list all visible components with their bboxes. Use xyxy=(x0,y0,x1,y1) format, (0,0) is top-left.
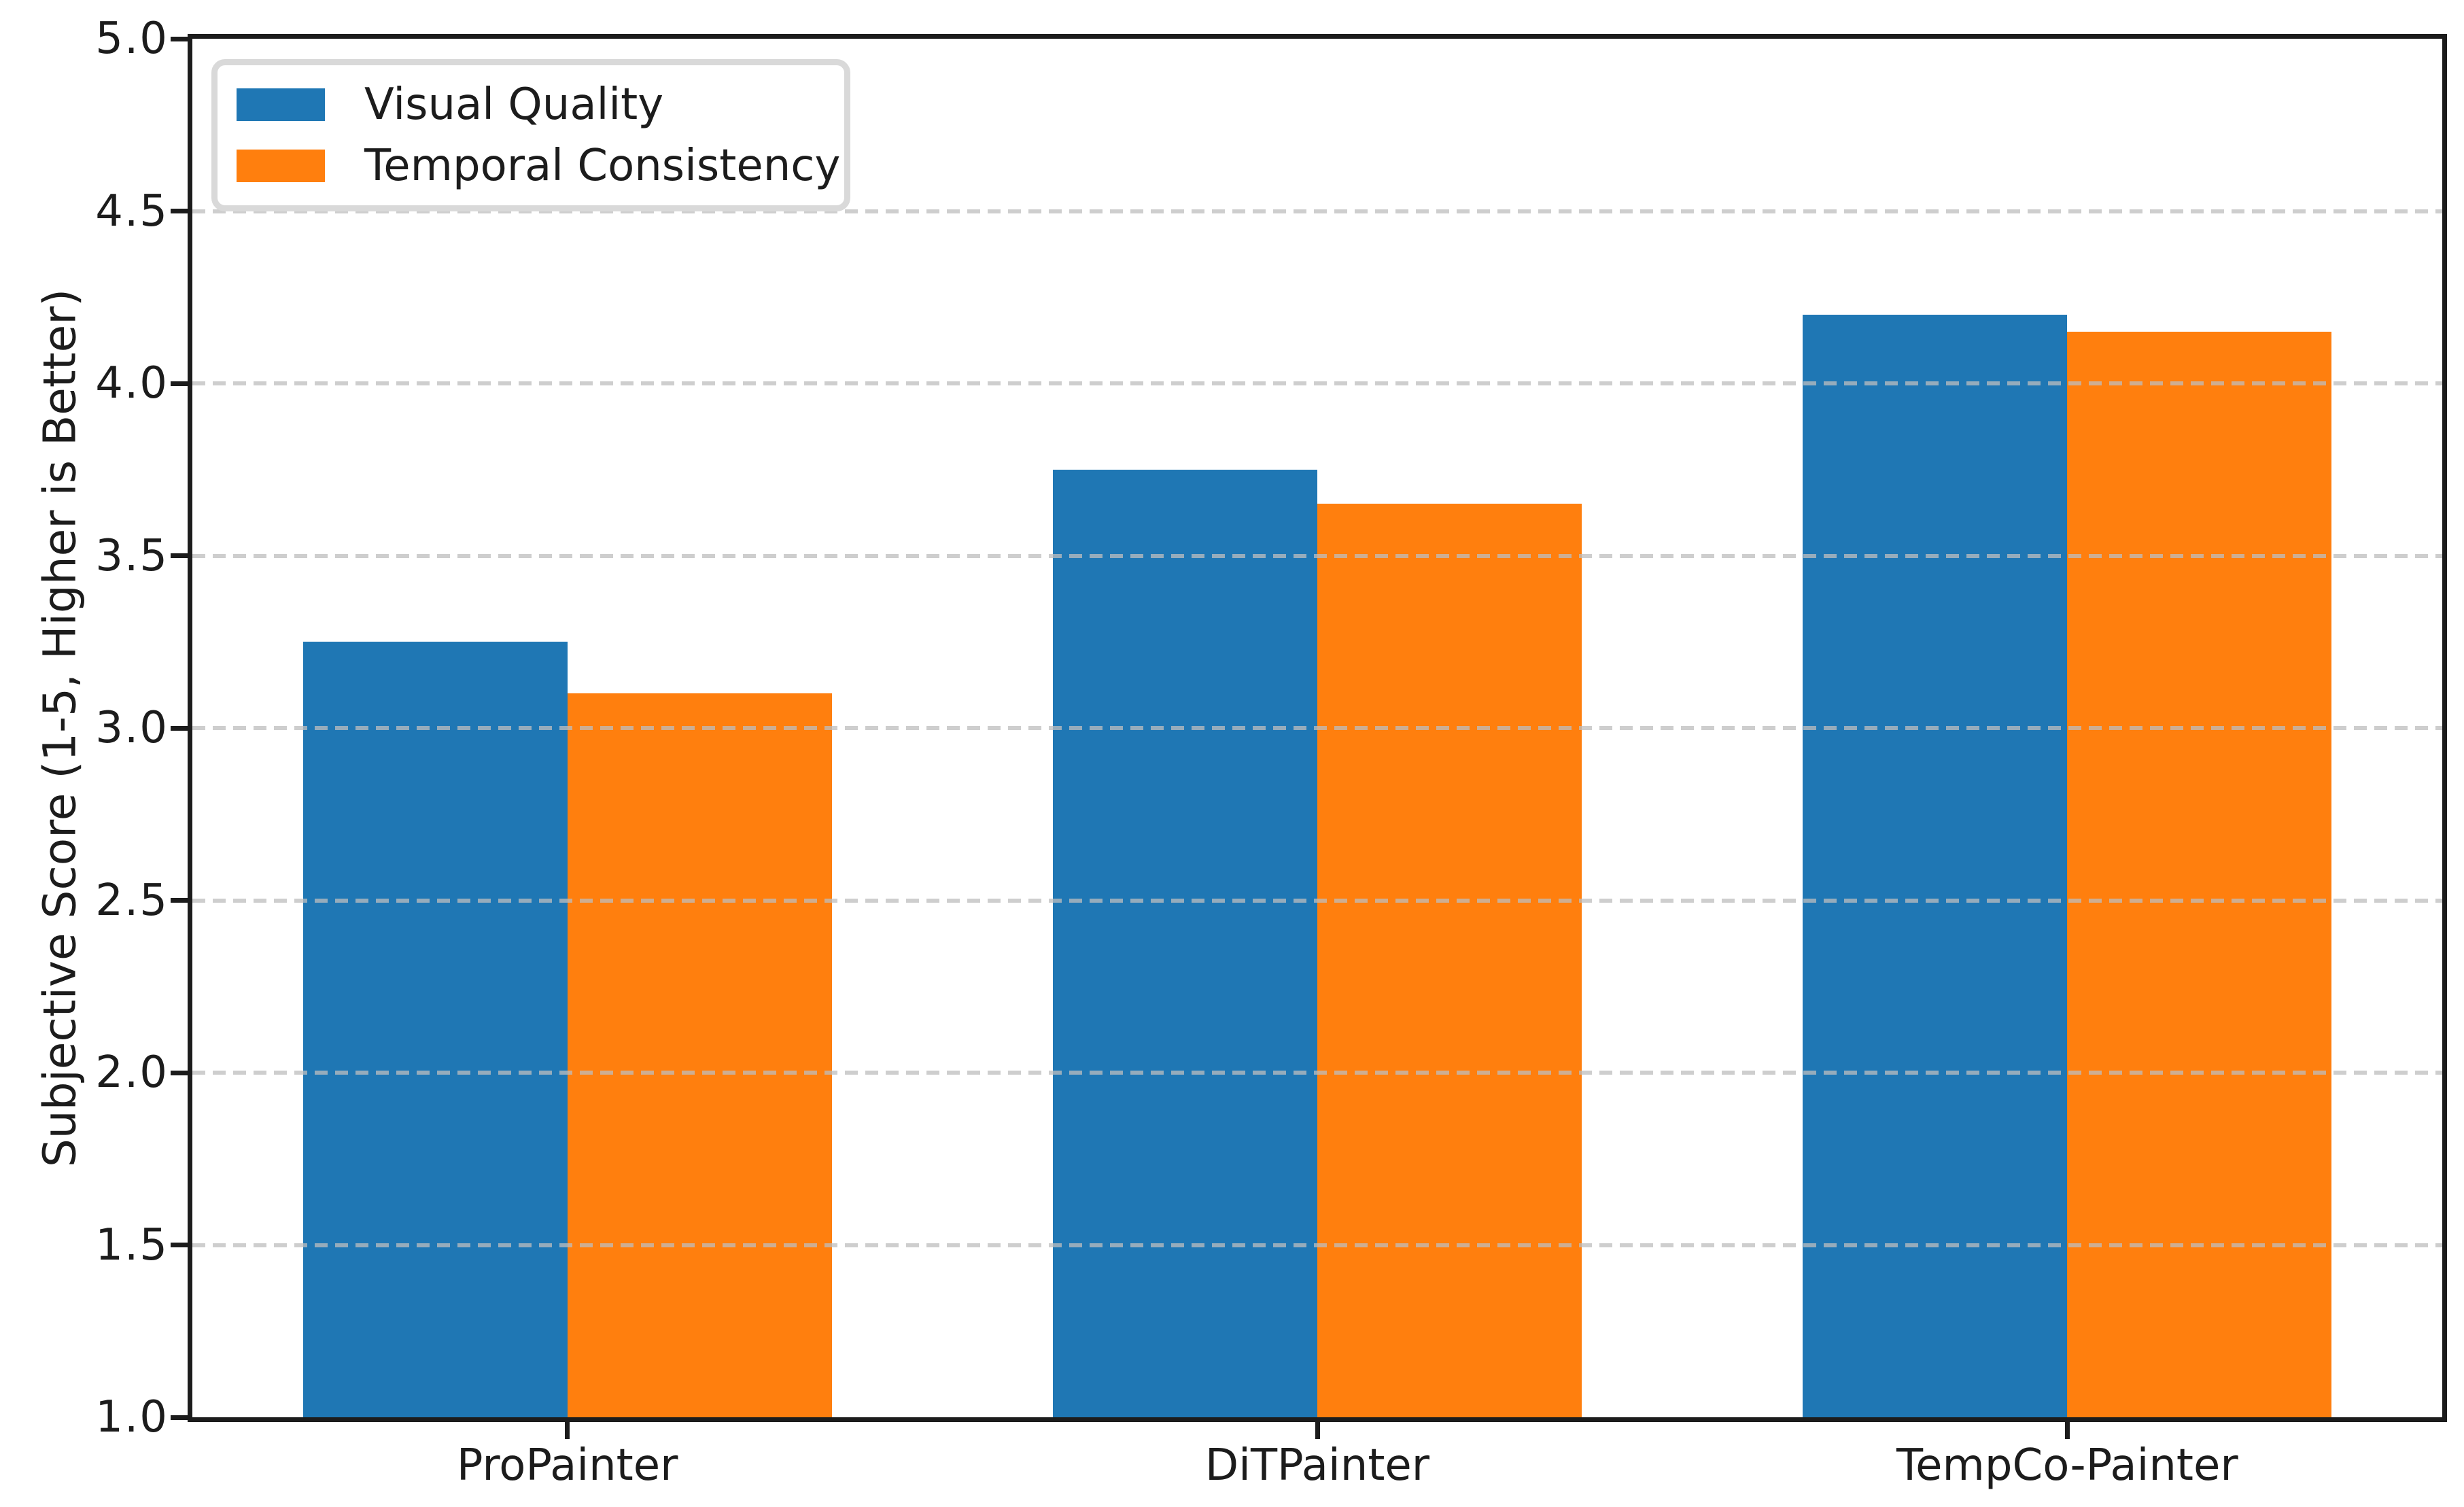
y-tick-mark-1.0 xyxy=(171,1415,188,1420)
y-tick-mark-4.5 xyxy=(171,209,188,213)
bar-temporal-consistency-propainter xyxy=(567,693,832,1417)
y-tick-mark-1.5 xyxy=(171,1243,188,1247)
y-tick-label-1.0: 1.0 xyxy=(95,1392,169,1442)
y-tick-mark-3.5 xyxy=(171,553,188,558)
top-spine xyxy=(188,34,2447,39)
bar-visual-quality-ditpainter xyxy=(1053,469,1317,1417)
legend-box: Visual Quality Temporal Consistency xyxy=(211,59,850,211)
y-tick-mark-4.0 xyxy=(171,381,188,386)
x-tick-label-ditpainter: DiTPainter xyxy=(1204,1440,1430,1491)
y-tick-mark-5.0 xyxy=(171,36,188,41)
y-tick-label-1.5: 1.5 xyxy=(95,1219,169,1270)
bars-layer xyxy=(192,39,2442,1417)
y-tick-label-2.5: 2.5 xyxy=(95,875,169,926)
y-tick-mark-2.0 xyxy=(171,1070,188,1075)
bar-temporal-consistency-ditpainter xyxy=(1317,504,1582,1417)
legend-swatch-visual-quality xyxy=(237,88,325,121)
y-tick-label-2.0: 2.0 xyxy=(95,1047,169,1098)
y-tick-label-4.5: 4.5 xyxy=(95,186,169,237)
bar-temporal-consistency-tempco-painter xyxy=(2067,331,2332,1417)
bar-visual-quality-propainter xyxy=(302,642,568,1417)
bar-visual-quality-tempco-painter xyxy=(1803,314,2068,1417)
y-tick-label-4.0: 4.0 xyxy=(95,358,169,409)
legend-swatch-temporal-consistency xyxy=(237,150,325,182)
y-tick-mark-2.5 xyxy=(171,898,188,903)
y-tick-mark-3.0 xyxy=(171,725,188,731)
legend-label-temporal-consistency: Temporal Consistency xyxy=(364,141,841,191)
y-tick-label-3.5: 3.5 xyxy=(95,530,169,581)
x-tick-mark-propainter xyxy=(565,1422,570,1439)
right-spine xyxy=(2442,34,2447,1422)
bottom-spine xyxy=(188,1417,2447,1422)
left-spine xyxy=(188,34,192,1422)
x-tick-label-propainter: ProPainter xyxy=(456,1440,678,1491)
y-tick-label-3.0: 3.0 xyxy=(95,703,169,753)
legend-label-visual-quality: Visual Quality xyxy=(364,80,664,130)
legend-entry-temporal-consistency: Temporal Consistency xyxy=(237,144,844,188)
legend-entry-visual-quality: Visual Quality xyxy=(237,83,844,126)
x-tick-mark-tempco-painter xyxy=(2064,1422,2070,1439)
y-tick-label-5.0: 5.0 xyxy=(95,14,169,64)
plot-area xyxy=(188,34,2447,1422)
x-tick-label-tempco-painter: TempCo-Painter xyxy=(1896,1440,2238,1491)
x-tick-mark-ditpainter xyxy=(1315,1422,1320,1439)
